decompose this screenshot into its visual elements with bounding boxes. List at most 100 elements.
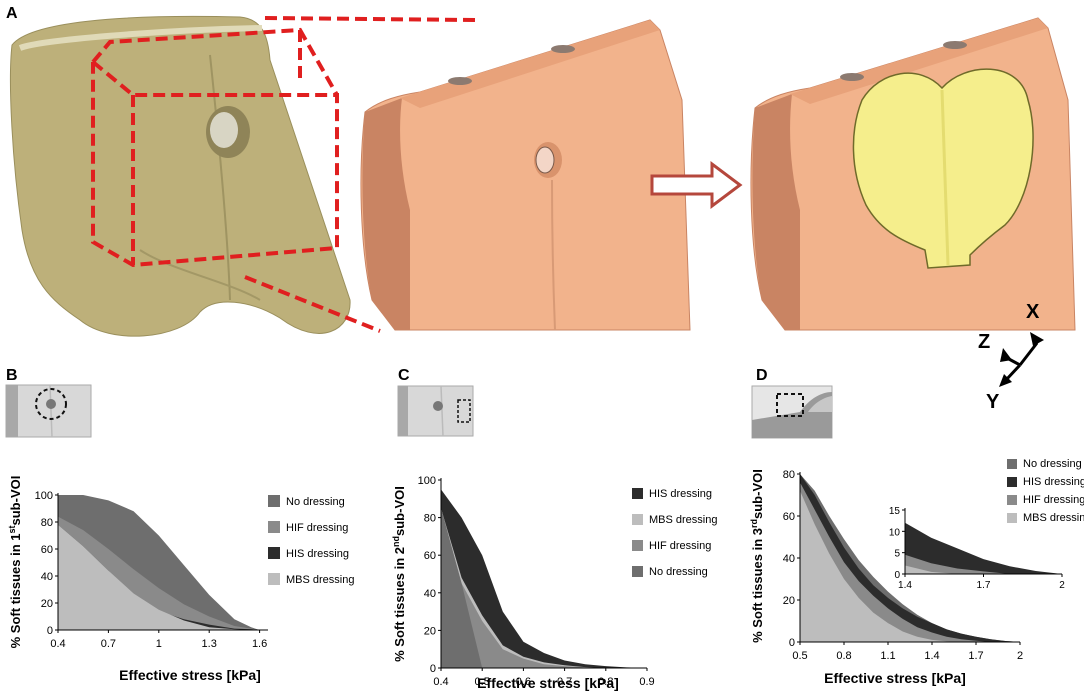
y-tick-label: 0 (47, 625, 53, 637)
x-axis-label: Effective stress [kPa] (824, 670, 966, 686)
thumbnail-b (5, 384, 92, 438)
y-tick-label: 40 (783, 553, 795, 565)
x-tick-label: 0.8 (836, 650, 851, 662)
x-tick-label: 1.6 (252, 638, 267, 650)
legend-swatch (632, 566, 643, 577)
y-tick-label: 100 (35, 490, 53, 502)
area-mbs-dressing (800, 490, 1020, 642)
x-tick-label: 1.7 (968, 650, 983, 662)
legend-swatch (1007, 513, 1017, 523)
area-his-dressing (441, 489, 647, 668)
y-axis-label: % Soft tissues in 3rdsub-VOI (749, 469, 765, 643)
panel-a-label: A (6, 5, 18, 22)
legend-label: No dressing (1023, 458, 1082, 470)
legend-label: HIF dressing (649, 540, 711, 552)
x-tick-label: 1.4 (898, 580, 912, 591)
y-tick-label: 0 (894, 570, 900, 581)
legend-label: HIS dressing (286, 548, 349, 560)
y-tick-label: 0 (789, 637, 795, 649)
axis-y-letter: Y (986, 391, 1000, 413)
x-tick-label: 0.5 (792, 650, 807, 662)
legend-swatch (268, 547, 280, 559)
x-tick-label: 0.4 (433, 676, 448, 688)
chart-b: 0.4 0.7 1 1.3 1.6 0 20 40 60 80 100 Effective stres… (7, 476, 354, 683)
y-tick-label: 20 (424, 625, 436, 637)
axis-x-letter: X (1026, 301, 1040, 323)
panel-d-label: D (756, 367, 768, 384)
y-tick-label: 100 (418, 475, 436, 487)
y-tick-label: 60 (41, 544, 53, 556)
y-tick-label: 40 (424, 588, 436, 600)
area-no-dressing (441, 508, 647, 668)
y-tick-label: 10 (889, 527, 901, 538)
legend-label: HIF dressing (286, 522, 348, 534)
y-tick-label: 80 (41, 517, 53, 529)
y-axis-label-main: % Soft tissues in 3 (750, 528, 765, 643)
x-tick-label: 0.5 (475, 676, 490, 688)
y-axis-label: % Soft tissues in 1stsub-VOI (7, 476, 23, 649)
tissue-block-with-dressing (750, 17, 1076, 331)
y-tick-label: 80 (783, 469, 795, 481)
legend-swatch (268, 495, 280, 507)
x-tick-label: 0.4 (50, 638, 65, 650)
legend-label: HIS dressing (1023, 476, 1084, 488)
legend-label: No dressing (286, 496, 345, 508)
legend-label: HIF dressing (1023, 494, 1084, 506)
x-tick-label: 0.9 (639, 676, 654, 688)
legend-swatch (632, 488, 643, 499)
inset-area-mbs-dressing (905, 565, 1062, 574)
legend-swatch (268, 521, 280, 533)
transform-arrow (650, 161, 743, 209)
legend-swatch (632, 514, 643, 525)
y-axis-label: % Soft tissues in 2ndsub-VOI (391, 486, 407, 662)
y-axis-label-superscript: rd (749, 519, 759, 528)
legend-label: MBS dressing (649, 514, 717, 526)
axis-z-letter: Z (978, 331, 990, 353)
legend-swatch (1007, 459, 1017, 469)
panel-c-label: C (398, 367, 410, 384)
area-mbs-dressing (58, 524, 260, 630)
x-tick-label: 1.3 (202, 638, 217, 650)
y-tick-label: 60 (783, 511, 795, 523)
y-tick-label: 60 (424, 550, 436, 562)
y-tick-label: 15 (889, 506, 901, 517)
pelvis-model (9, 15, 351, 337)
y-tick-label: 40 (41, 571, 53, 583)
thumbnail-d (751, 385, 833, 439)
chart-c: 0.4 0.5 0.6 0.7 0.8 0.9 0 20 40 60 80 100 Effective … (391, 475, 717, 691)
x-tick-label: 0.7 (101, 638, 116, 650)
x-tick-label: 1 (156, 638, 162, 650)
x-tick-label: 0.7 (557, 676, 572, 688)
y-axis-label-tail: sub-VOI (8, 476, 23, 526)
tissue-block (360, 19, 691, 331)
inset-chart: 1.4 1.7 2 0 5 10 15 (889, 506, 1065, 591)
y-tick-label: 0 (430, 663, 436, 675)
legend-swatch (632, 540, 643, 551)
panel-b-label: B (6, 367, 18, 384)
y-axis-label-tail: sub-VOI (750, 469, 765, 519)
y-axis-label-superscript: st (7, 525, 17, 533)
thumbnail-c (397, 385, 474, 437)
x-tick-label: 0.6 (516, 676, 531, 688)
legend-label: MBS dressing (286, 574, 354, 586)
y-axis-label-tail: sub-VOI (392, 486, 407, 536)
legend-swatch (268, 573, 280, 585)
legend-swatch (1007, 477, 1017, 487)
x-axis-label: Effective stress [kPa] (477, 675, 619, 691)
inset-area-his-dressing (905, 522, 1062, 574)
y-axis-label-main: % Soft tissues in 2 (392, 547, 407, 662)
legend-label: No dressing (649, 566, 708, 578)
x-tick-label: 1.1 (880, 650, 895, 662)
legend-label: MBS dressing (1023, 512, 1084, 524)
legend-swatch (1007, 495, 1017, 505)
legend-label: HIS dressing (649, 488, 712, 500)
y-tick-label: 20 (41, 598, 53, 610)
y-axis-label-superscript: nd (391, 536, 401, 547)
crop-frame (91, 16, 476, 333)
inset-area-hif-dressing (905, 554, 1062, 574)
coordinate-axes-glyph (999, 332, 1044, 387)
x-tick-label: 0.8 (598, 676, 613, 688)
x-tick-label: 2 (1059, 580, 1065, 591)
